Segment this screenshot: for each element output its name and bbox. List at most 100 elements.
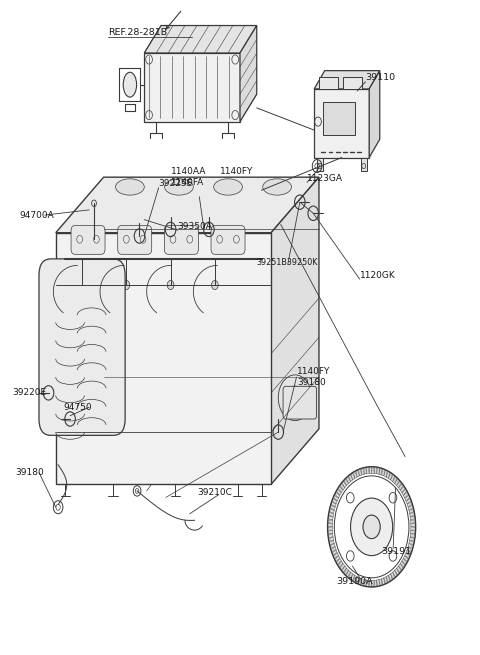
Polygon shape (361, 468, 364, 475)
Ellipse shape (123, 72, 137, 97)
Polygon shape (398, 483, 403, 490)
Text: 39180: 39180 (15, 468, 44, 477)
Polygon shape (356, 470, 360, 477)
Polygon shape (409, 509, 414, 514)
Polygon shape (405, 495, 410, 501)
FancyBboxPatch shape (71, 225, 105, 254)
Circle shape (363, 515, 380, 538)
Polygon shape (411, 527, 416, 530)
Polygon shape (395, 568, 399, 575)
Text: 1140AA: 1140AA (170, 168, 206, 176)
Polygon shape (344, 479, 348, 485)
Polygon shape (333, 553, 338, 559)
Text: REF.28-281B: REF.28-281B (108, 28, 168, 37)
Polygon shape (351, 473, 355, 480)
Polygon shape (403, 492, 408, 498)
Polygon shape (328, 516, 333, 520)
Polygon shape (398, 563, 403, 571)
Polygon shape (336, 558, 341, 565)
Polygon shape (386, 471, 390, 478)
FancyBboxPatch shape (118, 225, 152, 254)
Polygon shape (374, 467, 377, 474)
Text: 39190A: 39190A (336, 576, 372, 586)
Polygon shape (408, 544, 413, 548)
Polygon shape (369, 580, 372, 587)
Ellipse shape (165, 179, 193, 195)
Polygon shape (329, 540, 334, 545)
Polygon shape (406, 498, 411, 504)
Polygon shape (379, 468, 382, 475)
Polygon shape (402, 558, 407, 565)
Polygon shape (361, 579, 364, 586)
Polygon shape (396, 481, 401, 488)
Circle shape (350, 498, 393, 555)
Polygon shape (410, 516, 415, 520)
Polygon shape (359, 469, 362, 476)
Polygon shape (386, 575, 390, 582)
Circle shape (212, 280, 218, 290)
Polygon shape (332, 498, 337, 504)
Polygon shape (342, 481, 347, 488)
Polygon shape (384, 470, 387, 477)
Polygon shape (379, 579, 382, 586)
Polygon shape (410, 520, 416, 523)
Polygon shape (391, 572, 395, 579)
Polygon shape (384, 576, 387, 584)
Polygon shape (346, 571, 350, 577)
Polygon shape (359, 578, 362, 585)
Text: 1140FY: 1140FY (298, 367, 331, 377)
Polygon shape (393, 571, 397, 577)
FancyBboxPatch shape (39, 259, 125, 436)
Polygon shape (331, 546, 336, 552)
Polygon shape (407, 502, 412, 507)
Text: 1140FA: 1140FA (170, 178, 204, 187)
Polygon shape (328, 530, 333, 534)
Ellipse shape (116, 179, 144, 195)
Polygon shape (332, 550, 337, 555)
Polygon shape (353, 471, 357, 478)
Polygon shape (330, 506, 335, 510)
Circle shape (278, 375, 312, 421)
Polygon shape (369, 467, 372, 474)
Polygon shape (327, 523, 333, 527)
Polygon shape (393, 476, 397, 483)
Polygon shape (56, 177, 319, 233)
Polygon shape (409, 537, 415, 541)
Polygon shape (342, 566, 347, 572)
Polygon shape (328, 534, 333, 538)
Polygon shape (319, 77, 338, 89)
Polygon shape (351, 574, 355, 581)
Text: 1123GA: 1123GA (307, 174, 343, 183)
Polygon shape (317, 158, 323, 171)
Polygon shape (328, 520, 333, 523)
Polygon shape (403, 555, 408, 561)
Polygon shape (410, 530, 416, 534)
Text: 94700A: 94700A (19, 210, 54, 219)
Text: 39220E: 39220E (12, 388, 47, 398)
Polygon shape (402, 489, 407, 495)
Polygon shape (382, 469, 385, 476)
Text: 39225E: 39225E (158, 179, 193, 188)
Polygon shape (335, 555, 340, 561)
Polygon shape (376, 580, 379, 586)
Polygon shape (407, 546, 412, 552)
FancyBboxPatch shape (164, 225, 198, 254)
Text: 39210C: 39210C (197, 488, 232, 496)
FancyBboxPatch shape (211, 225, 245, 254)
Polygon shape (364, 467, 367, 474)
Polygon shape (327, 527, 333, 530)
Text: 1120GK: 1120GK (360, 271, 396, 280)
Circle shape (79, 280, 85, 290)
Circle shape (167, 280, 174, 290)
Polygon shape (333, 495, 338, 501)
Polygon shape (372, 467, 374, 474)
Polygon shape (369, 71, 380, 158)
Polygon shape (374, 580, 377, 587)
Polygon shape (367, 467, 369, 474)
Text: 94750: 94750 (63, 403, 92, 412)
Text: 1140FY: 1140FY (220, 168, 253, 176)
Polygon shape (340, 483, 345, 490)
Text: 39191: 39191 (381, 546, 411, 555)
Polygon shape (356, 576, 360, 584)
Polygon shape (144, 53, 240, 122)
